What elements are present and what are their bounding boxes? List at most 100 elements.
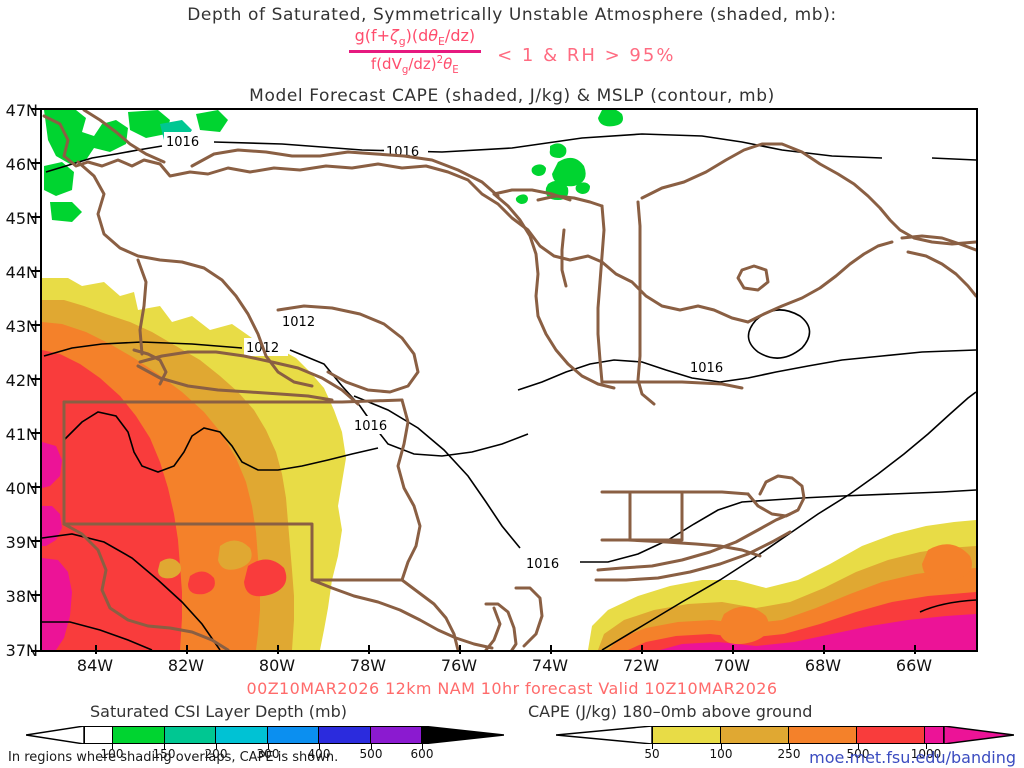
border-canada-shore	[42, 114, 750, 324]
lat-label-38N: 38N	[5, 587, 38, 606]
border-lake-champlain	[560, 228, 568, 288]
lon-label-72W: 72W	[622, 656, 660, 675]
border-ny-vt	[536, 194, 604, 208]
csi-tick-150	[164, 744, 165, 749]
csi-tick-400	[319, 744, 320, 749]
credit-link[interactable]: moe.met.fsu.edu/banding	[809, 748, 1016, 767]
csi-patch-nw-1	[44, 110, 128, 164]
title-block: Depth of Saturated, Symmetrically Unstab…	[0, 0, 1024, 108]
border-quebec2	[82, 110, 166, 164]
csi-swatch-100	[113, 727, 165, 743]
border-lake-erie-north	[138, 350, 360, 406]
lon-label-74W: 74W	[531, 656, 569, 675]
csi-swatch-under	[85, 727, 113, 743]
lat-label-44N: 44N	[5, 263, 38, 282]
lat-tick-38N	[31, 594, 40, 596]
cape-tick-500	[858, 744, 859, 749]
cape-pocket-atl-a	[718, 606, 769, 645]
csi-tick-label-200: 200	[204, 747, 228, 761]
lat-label-42N: 42N	[5, 371, 38, 390]
mslp-contour-se-corner	[919, 599, 976, 613]
mslp-contour-sw2	[42, 621, 153, 650]
cape-swatch-250	[789, 727, 857, 743]
border-lake-ontario	[276, 304, 420, 394]
cape-band-1000-atlantic	[660, 614, 976, 650]
lon-label-82W: 82W	[167, 656, 205, 675]
formula-numerator: g(f+ζg)(dθE/dz)	[354, 26, 476, 49]
colorbar-cape-left-arrow	[556, 726, 652, 744]
border-oh-wv	[62, 522, 230, 650]
cape-tick-250	[789, 744, 790, 749]
csi-patch-nw-6	[50, 202, 82, 222]
svg-text:1016: 1016	[166, 135, 199, 150]
overlap-note: In regions where shading overlaps, CAPE …	[8, 750, 339, 765]
mslp-contour-layer	[42, 133, 976, 650]
csi-patch-nw-5	[44, 162, 74, 196]
mslp-contour-1012-mid	[43, 341, 529, 457]
lat-tick-41N	[31, 432, 40, 434]
lon-label-84W: 84W	[76, 656, 114, 675]
lat-tick-43N	[31, 324, 40, 326]
border-cape-cod	[746, 474, 806, 518]
formula-condition: < 1 & RH > 95%	[497, 45, 676, 67]
lat-label-39N: 39N	[5, 533, 38, 552]
border-delmarva2	[514, 586, 544, 648]
border-long-island-s	[594, 530, 792, 582]
csi-tick-600	[422, 744, 423, 749]
svg-text:1012: 1012	[282, 315, 315, 330]
cape-tick-label-50: 50	[644, 747, 660, 761]
cape-swatch-1000	[925, 727, 943, 743]
cape-pocket-a	[218, 540, 252, 570]
border-md-va	[310, 578, 494, 650]
colorbar-title-csi: Saturated CSI Layer Depth (mb)	[90, 702, 347, 721]
csi-patch-ne-4	[531, 164, 546, 176]
border-ct-coast	[600, 538, 762, 558]
lat-tick-37N	[31, 650, 40, 652]
border-nova-scotia	[900, 234, 976, 252]
csi-patch-ne-2	[549, 143, 567, 158]
lon-label-66W: 66W	[895, 656, 933, 675]
lat-tick-45N	[31, 216, 40, 218]
csi-tick-label-100: 100	[100, 747, 124, 761]
csi-patch-ne-7	[515, 194, 528, 204]
csi-tick-label-150: 150	[152, 747, 176, 761]
lat-tick-47N	[31, 108, 40, 110]
cape-pocket-d	[244, 559, 287, 597]
border-pa-east	[396, 398, 422, 582]
csi-swatch-400	[319, 727, 371, 743]
csi-swatch-200	[216, 727, 268, 743]
border-ny-north	[492, 188, 572, 202]
border-maine-coast	[640, 142, 976, 246]
weather-map[interactable]: 1016 1016 1012 1012 1016 1016 1016	[42, 110, 976, 650]
map-frame[interactable]: 1016 1016 1012 1012 1016 1016 1016	[40, 108, 978, 652]
colorbar-csi-swatches	[84, 726, 422, 744]
cape-swatch-100	[721, 727, 789, 743]
csi-swatch-500	[370, 727, 421, 743]
lon-label-78W: 78W	[349, 656, 387, 675]
cape-pocket-b	[158, 558, 181, 579]
cape-tick-1000	[926, 744, 927, 749]
border-delmarva	[484, 602, 518, 650]
csi-tick-100	[112, 744, 113, 749]
border-nova-scotia2	[906, 250, 976, 298]
mslp-contour-1016-ne	[517, 349, 976, 391]
border-lake-small	[736, 264, 770, 292]
csi-swatch-150	[164, 727, 216, 743]
lon-label-76W: 76W	[440, 656, 478, 675]
lat-label-43N: 43N	[5, 317, 38, 336]
csi-tick-300	[268, 744, 269, 749]
border-pa-state	[62, 400, 404, 582]
lat-tick-40N	[31, 486, 40, 488]
csi-patch-nw-4	[196, 110, 228, 132]
border-nh-me	[636, 200, 656, 406]
cape-pocket-c	[188, 571, 215, 595]
formula-divider	[348, 50, 482, 54]
border-ma-s	[600, 490, 750, 496]
csi-patch-nw-2	[128, 110, 170, 138]
colorbar-cape[interactable]: 50 100 250 500 1000	[556, 722, 1016, 761]
colorbar-title-cape: CAPE (J/kg) 180–0mb above ground	[528, 702, 813, 721]
csi-patch-ne-3	[552, 157, 586, 187]
lat-label-45N: 45N	[5, 209, 38, 228]
colorbar-csi-depth[interactable]: 100 150 200 300 400 500 600	[26, 722, 506, 761]
colorbar-cape-right-arrow	[944, 726, 1014, 744]
